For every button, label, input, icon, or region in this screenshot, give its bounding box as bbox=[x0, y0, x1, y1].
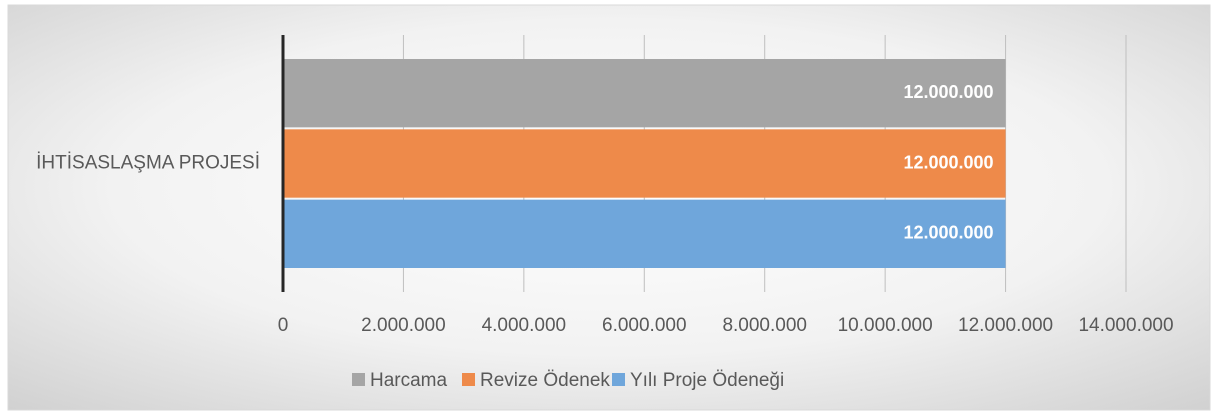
legend-swatch bbox=[612, 373, 625, 386]
x-tick-label: 14.000.000 bbox=[1078, 315, 1173, 336]
bar bbox=[283, 199, 1006, 268]
legend-label: Harcama bbox=[370, 370, 448, 391]
legend-swatch bbox=[462, 373, 475, 386]
x-tick-label: 12.000.000 bbox=[958, 315, 1053, 336]
x-tick-label: 4.000.000 bbox=[482, 315, 567, 336]
data-label: 12.000.000 bbox=[903, 82, 993, 102]
bar bbox=[283, 59, 1006, 128]
legend-label: Revize Ödenek bbox=[480, 370, 610, 391]
data-label: 12.000.000 bbox=[903, 223, 993, 243]
category-label: İHTİSASLAŞMA PROJESİ bbox=[36, 153, 260, 174]
x-tick-label: 2.000.000 bbox=[361, 315, 446, 336]
x-tick-label: 6.000.000 bbox=[602, 315, 687, 336]
data-label: 12.000.000 bbox=[903, 152, 993, 172]
bar bbox=[283, 129, 1006, 198]
legend-swatch bbox=[352, 373, 365, 386]
x-tick-label: 8.000.000 bbox=[722, 315, 807, 336]
x-tick-label: 0 bbox=[278, 315, 289, 336]
x-tick-label: 10.000.000 bbox=[838, 315, 933, 336]
legend-label: Yılı Proje Ödeneği bbox=[630, 370, 784, 391]
